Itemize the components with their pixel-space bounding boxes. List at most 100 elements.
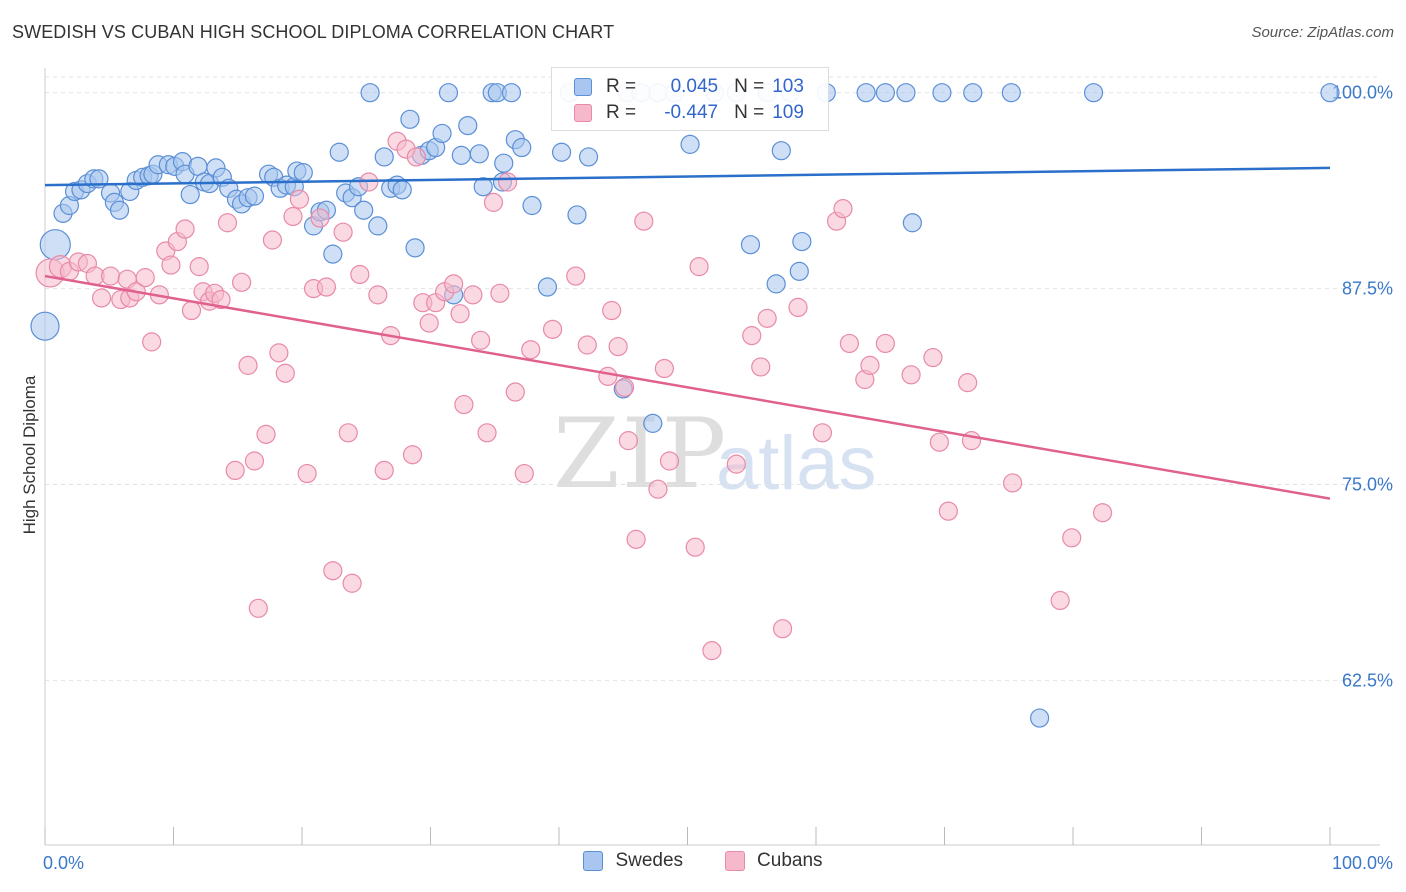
swedes-point: [1083, 83, 1104, 103]
cubans-point: [860, 355, 880, 375]
cubans-n-label: N =: [734, 102, 765, 123]
y-tick-label: 75.0%: [1342, 475, 1393, 495]
swedes-n-label: N =: [734, 76, 765, 97]
cubans-point: [1003, 473, 1023, 493]
cubans-point: [1062, 528, 1082, 548]
swedes-point: [438, 83, 459, 103]
swedes-point: [458, 115, 478, 136]
cubans-point: [542, 319, 563, 339]
cubans-point: [374, 460, 394, 481]
legend-row-cubans: R = -0.447 N = 109: [574, 100, 804, 126]
cubans-point: [463, 285, 483, 305]
legend-row-swedes: R = 0.045 N = 103: [574, 74, 804, 100]
swedes-point: [405, 238, 425, 258]
cubans-point: [654, 358, 674, 379]
y-tick-label: 100.0%: [1332, 83, 1393, 103]
cubans-point: [350, 264, 370, 285]
swedes-point: [494, 153, 514, 173]
cubans-point: [100, 266, 121, 286]
swedes-point: [963, 83, 983, 103]
legend-item-swedes[interactable]: Swedes: [583, 850, 683, 872]
cubans-trend-line: [44, 274, 1331, 500]
cubans-point: [189, 257, 209, 277]
cubans-point: [751, 357, 771, 377]
swedes-trend-line: [44, 166, 1331, 187]
cubans-point: [217, 213, 238, 233]
cubans-point: [142, 332, 162, 352]
cubans-point: [289, 189, 310, 209]
cubans-point: [602, 300, 622, 321]
cubans-point: [812, 423, 833, 443]
cubans-point: [505, 382, 525, 402]
swedes-point: [932, 83, 952, 103]
swedes-point: [771, 141, 791, 161]
swedes-point: [551, 142, 572, 162]
cubans-legend-swatch: [725, 851, 746, 871]
swedes-point: [244, 186, 265, 206]
cubans-point: [444, 274, 464, 294]
cubans-point: [833, 199, 853, 219]
swedes-point: [537, 277, 558, 297]
cubans-point: [689, 257, 709, 277]
cubans-point: [648, 479, 668, 499]
swedes-point: [766, 274, 786, 294]
series-legend: Swedes Cubans: [0, 850, 1406, 872]
cubans-point: [402, 445, 423, 465]
swedes-point: [1320, 83, 1340, 103]
cubans-point: [91, 288, 112, 308]
correlation-legend: R = 0.045 N = 103 R = -0.447 N = 109: [551, 67, 829, 131]
swedes-r-value: 0.045: [670, 76, 719, 97]
cubans-point: [618, 431, 638, 451]
cubans-point: [283, 206, 303, 227]
cubans-point: [333, 222, 353, 242]
cubans-point: [471, 330, 491, 350]
cubans-point: [521, 340, 541, 360]
cubans-point: [938, 501, 958, 521]
swedes-legend-label: Swedes: [615, 850, 684, 871]
cubans-point: [901, 365, 921, 385]
swedes-point: [30, 311, 60, 341]
swedes-n-value: 103: [772, 76, 804, 97]
cubans-point: [788, 297, 808, 317]
cubans-point: [634, 211, 654, 231]
cubans-point: [316, 277, 337, 297]
x-tick-label: 0.0%: [43, 853, 84, 873]
cubans-point: [232, 272, 252, 292]
cubans-point: [256, 424, 276, 444]
swedes-point: [109, 200, 130, 220]
swedes-point: [374, 147, 394, 167]
cubans-point: [406, 147, 426, 167]
cubans-point: [211, 289, 231, 310]
swedes-legend-swatch: [583, 851, 604, 871]
cubans-point: [498, 172, 518, 192]
swedes-point: [354, 200, 374, 220]
cubans-point: [598, 366, 618, 386]
swedes-point: [432, 123, 452, 144]
cubans-point: [181, 300, 202, 321]
cubans-point: [275, 363, 295, 383]
cubans-point: [929, 432, 949, 452]
cubans-point: [923, 347, 943, 368]
cubans-point: [702, 641, 722, 661]
cubans-point: [297, 463, 317, 484]
cubans-point: [483, 192, 504, 212]
cubans-point: [368, 285, 388, 305]
cubans-n-value: 109: [772, 102, 804, 123]
swedes-point: [578, 147, 599, 167]
swedes-point: [400, 109, 420, 129]
x-tick-label: 100.0%: [1332, 853, 1393, 873]
swedes-point: [473, 177, 493, 197]
swedes-point: [567, 205, 587, 225]
cubans-point: [323, 561, 343, 581]
cubans-point: [757, 308, 777, 328]
legend-item-cubans[interactable]: Cubans: [725, 850, 823, 872]
cubans-point: [685, 537, 705, 557]
swedes-point: [792, 231, 812, 252]
cubans-r-label: R =: [606, 102, 637, 123]
cubans-legend-label: Cubans: [757, 850, 823, 871]
cubans-point: [608, 336, 628, 357]
cubans-point: [772, 619, 793, 639]
y-tick-label: 62.5%: [1342, 670, 1393, 690]
swedes-point: [643, 413, 663, 433]
swedes-point: [469, 144, 489, 164]
